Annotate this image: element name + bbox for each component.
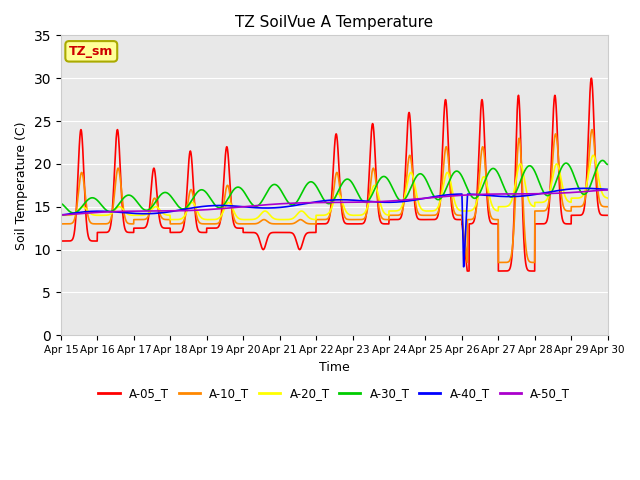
A-05_T (123, 229, 131, 235)
A-05_T (57, 238, 65, 244)
A-50_T (604, 187, 612, 193)
A-05_T (92, 238, 99, 244)
A-40_T (227, 203, 235, 209)
Line: A-40_T: A-40_T (61, 188, 608, 267)
A-10_T (588, 127, 596, 132)
A-10_T (123, 219, 131, 225)
Line: A-30_T: A-30_T (61, 160, 608, 213)
A-05_T (463, 268, 471, 274)
A-10_T (122, 217, 130, 223)
A-20_T (92, 212, 99, 218)
A-20_T (123, 210, 131, 216)
A-30_T (92, 196, 99, 202)
Line: A-05_T: A-05_T (61, 78, 608, 271)
A-50_T (479, 192, 487, 197)
A-50_T (92, 210, 99, 216)
A-30_T (70, 210, 77, 216)
Line: A-20_T: A-20_T (61, 156, 608, 220)
A-50_T (435, 194, 442, 200)
A-40_T (123, 210, 131, 216)
A-20_T (435, 203, 443, 208)
A-20_T (227, 202, 235, 207)
A-50_T (123, 208, 131, 214)
A-30_T (435, 197, 443, 203)
A-50_T (227, 205, 235, 211)
A-20_T (479, 174, 487, 180)
Title: TZ SoilVue A Temperature: TZ SoilVue A Temperature (236, 15, 433, 30)
A-10_T (92, 221, 99, 227)
A-20_T (239, 217, 247, 223)
A-40_T (604, 186, 612, 192)
A-40_T (479, 192, 487, 198)
A-30_T (122, 193, 130, 199)
A-30_T (123, 192, 131, 198)
A-30_T (598, 157, 606, 163)
A-10_T (227, 198, 235, 204)
A-30_T (604, 162, 612, 168)
A-30_T (57, 201, 65, 206)
A-20_T (604, 195, 612, 201)
A-20_T (589, 153, 597, 158)
A-50_T (57, 212, 65, 218)
A-20_T (122, 210, 130, 216)
A-10_T (479, 145, 487, 151)
A-30_T (479, 182, 487, 188)
A-40_T (57, 212, 65, 217)
A-10_T (435, 208, 442, 214)
A-05_T (435, 209, 442, 215)
A-05_T (479, 109, 487, 115)
A-30_T (227, 191, 235, 196)
A-40_T (460, 264, 467, 270)
A-10_T (463, 260, 471, 265)
A-10_T (604, 204, 612, 210)
A-05_T (604, 213, 612, 218)
Y-axis label: Soil Temperature (C): Soil Temperature (C) (15, 121, 28, 250)
A-05_T (588, 75, 595, 81)
A-50_T (122, 208, 130, 214)
X-axis label: Time: Time (319, 360, 349, 373)
A-40_T (435, 193, 442, 199)
A-05_T (227, 195, 235, 201)
A-20_T (57, 213, 65, 218)
Legend: A-05_T, A-10_T, A-20_T, A-30_T, A-40_T, A-50_T: A-05_T, A-10_T, A-20_T, A-30_T, A-40_T, … (93, 382, 575, 404)
Line: A-50_T: A-50_T (61, 190, 608, 215)
A-40_T (92, 208, 99, 214)
A-05_T (122, 228, 130, 234)
A-10_T (57, 221, 65, 227)
Line: A-10_T: A-10_T (61, 130, 608, 263)
A-40_T (122, 210, 130, 216)
Text: TZ_sm: TZ_sm (69, 45, 113, 58)
A-40_T (580, 185, 588, 191)
